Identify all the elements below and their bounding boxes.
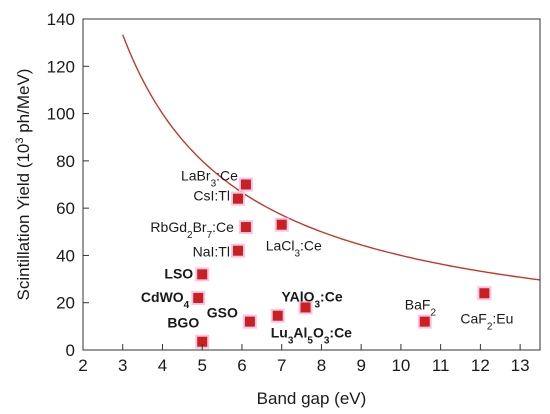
point-label: CsI:Tl [193, 188, 230, 204]
point-label: GSO [207, 305, 238, 321]
x-tick-label: 3 [118, 356, 127, 375]
data-point [197, 336, 208, 347]
data-point [197, 269, 208, 280]
fit-curve [122, 34, 541, 281]
point-label: BaF2 [405, 297, 437, 319]
point-label-layer: LaBr3:CeCsI:TlRbGd2Br7:CeLaCl3:CeNaI:TlL… [141, 168, 513, 347]
point-label: BGO [167, 315, 199, 331]
y-axis-title: Scintillation Yield (103 ph/MeV) [14, 69, 33, 301]
y-tick-label: 0 [66, 341, 75, 360]
fit-curve-layer [122, 34, 541, 281]
data-point [300, 302, 311, 313]
x-tick-label: 10 [391, 356, 410, 375]
x-tick-label: 9 [356, 356, 365, 375]
data-point [419, 316, 430, 327]
data-point [244, 316, 255, 327]
point-label: Lu3Al5O3:Ce [271, 325, 352, 347]
data-point [193, 292, 204, 303]
plot-frame [82, 18, 541, 351]
point-label: NaI:Tl [193, 244, 230, 260]
data-point [276, 219, 287, 230]
point-label: LaCl3:Ce [266, 238, 322, 260]
x-tick-label: 12 [471, 356, 490, 375]
tick-layer: 2 3 4 5 6 7 8 9 10 11 12 13 0 20 40 60 80 100 120 140 [47, 10, 530, 375]
y-tick-label: 60 [56, 199, 75, 218]
x-tick-label: 5 [197, 356, 206, 375]
x-tick-label: 4 [158, 356, 167, 375]
x-tick-label: 7 [277, 356, 286, 375]
y-tick-label: 80 [56, 152, 75, 171]
x-axis-title: Band gap (eV) [257, 389, 367, 408]
data-point [232, 193, 243, 204]
x-tick-label: 13 [511, 356, 530, 375]
marker-layer [191, 177, 492, 349]
point-label: YAlO3:Ce [282, 288, 343, 310]
x-tick-label: 2 [78, 356, 87, 375]
point-label: CdWO4 [141, 289, 190, 311]
data-point [479, 288, 490, 299]
x-tick-label: 6 [237, 356, 246, 375]
data-point [272, 310, 283, 321]
y-tick-label: 120 [47, 57, 75, 76]
data-point [240, 222, 251, 233]
point-label: CaF2:Eu [460, 310, 513, 332]
point-label: LaBr3:Ce [181, 168, 238, 190]
point-label: LSO [164, 265, 193, 281]
y-axis-title-sup: 3 [14, 137, 26, 143]
point-label: RbGd2Br7:Ce [150, 219, 234, 241]
y-tick-label: 20 [56, 294, 75, 313]
y-axis-title-rest: ph/MeV) [14, 69, 33, 138]
x-tick-label: 11 [432, 356, 450, 375]
y-axis-title-main: Scintillation Yield (10 [14, 144, 33, 301]
y-tick-label: 140 [47, 10, 75, 29]
y-tick-label: 40 [56, 246, 75, 265]
y-tick-label: 100 [47, 105, 75, 124]
x-tick-label: 8 [317, 356, 326, 375]
data-point [240, 179, 251, 190]
data-point [232, 245, 243, 256]
